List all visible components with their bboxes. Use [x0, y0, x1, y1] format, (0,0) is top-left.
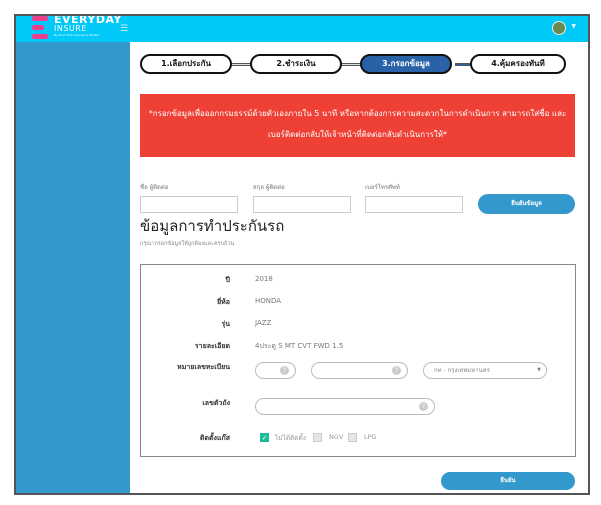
step-connector [230, 63, 260, 66]
help-icon[interactable]: ? [280, 366, 289, 375]
chassis-label: เลขตัวถัง [202, 399, 230, 407]
province-value: กท - กรุงเทพมหานคร [434, 367, 490, 374]
chevron-down-icon[interactable]: ▼ [571, 23, 576, 30]
brand-value: HONDA [255, 297, 282, 305]
step-connector [340, 63, 370, 66]
gas-lpg-checkbox[interactable] [348, 433, 357, 442]
help-icon[interactable]: ? [392, 366, 401, 375]
brand-logo[interactable]: EVERYDAY INSURE By Euro Thai Insurance B… [32, 14, 142, 42]
first-name-input[interactable] [140, 196, 238, 213]
chevron-down-icon: ▼ [537, 367, 541, 373]
section-title: ข้อมูลการทำประกันรถ [140, 217, 285, 235]
help-icon[interactable]: ? [419, 402, 428, 411]
detail-label: รายละเอียด [194, 342, 230, 350]
gas-ngv-checkbox[interactable] [313, 433, 322, 442]
user-avatar[interactable] [552, 21, 566, 35]
logo-mark [32, 16, 48, 21]
phone-label: เบอร์โทรศัพท์ [365, 184, 400, 191]
stepper: 1.เลือกประกัน 2.ชำระเงิน 3.กรอกข้อมูล 4.… [140, 54, 566, 74]
step-4[interactable]: 4.คุ้มครองทันที [470, 54, 566, 74]
main-content: 1.เลือกประกัน 2.ชำระเงิน 3.กรอกข้อมูล 4.… [130, 42, 588, 493]
confirm-contact-button[interactable]: ยืนยันข้อมูล [478, 194, 575, 214]
phone-input[interactable] [365, 196, 463, 213]
section-subtitle: กรุณากรอกข้อมูลให้ถูกต้องและครบถ้วน [140, 241, 235, 247]
gas-none-label: ไม่ได้ติดตั้ง [275, 434, 306, 442]
step-2[interactable]: 2.ชำระเงิน [250, 54, 342, 74]
brand-label: ยี่ห้อ [217, 298, 230, 306]
plate-label: หมายเลขทะเบียน [177, 363, 230, 371]
logo-mark [32, 34, 48, 39]
gas-none-checkbox[interactable]: ✓ [260, 433, 269, 442]
step-3[interactable]: 3.กรอกข้อมูล [360, 54, 452, 74]
province-select[interactable]: กท - กรุงเทพมหานคร ▼ [423, 362, 547, 379]
model-value: JAZZ [255, 319, 272, 327]
step-1[interactable]: 1.เลือกประกัน [140, 54, 232, 74]
car-info-panel: ปี 2018 ยี่ห้อ HONDA รุ่น JAZZ รายละเอีย… [140, 264, 576, 457]
detail-value: 4ประตู S MT CVT FWD 1.5 [255, 342, 344, 350]
brand-tagline: By Euro Thai Insurance Broker [54, 33, 100, 37]
gas-label: ติดตั้งแก๊ส [199, 434, 230, 442]
year-label: ปี [225, 276, 230, 284]
last-name-label: สกุล ผู้ติดต่อ [253, 184, 285, 191]
first-name-label: ชื่อ ผู้ติดต่อ [140, 184, 169, 191]
gas-ngv-label: NGV [329, 433, 344, 441]
brand-sub: INSURE [54, 24, 87, 33]
gas-lpg-label: LPG [364, 433, 377, 441]
last-name-input[interactable] [253, 196, 351, 213]
chassis-input[interactable]: ? [255, 398, 435, 415]
sidebar [16, 42, 130, 493]
alert-banner: *กรอกข้อมูลเพื่อออกกรมธรรม์ด้วยตัวเองภาย… [140, 94, 575, 157]
model-label: รุ่น [221, 320, 230, 328]
plate-prefix-input[interactable]: ? [255, 362, 296, 379]
menu-icon[interactable]: ☰ [120, 24, 129, 34]
submit-button[interactable]: ยืนยัน [441, 472, 575, 490]
top-header: EVERYDAY INSURE By Euro Thai Insurance B… [16, 16, 588, 42]
brand-name: EVERYDAY [54, 14, 122, 26]
app-window: EVERYDAY INSURE By Euro Thai Insurance B… [14, 14, 590, 495]
logo-mark [32, 25, 44, 30]
year-value: 2018 [255, 275, 273, 283]
plate-number-input[interactable]: ? [311, 362, 408, 379]
